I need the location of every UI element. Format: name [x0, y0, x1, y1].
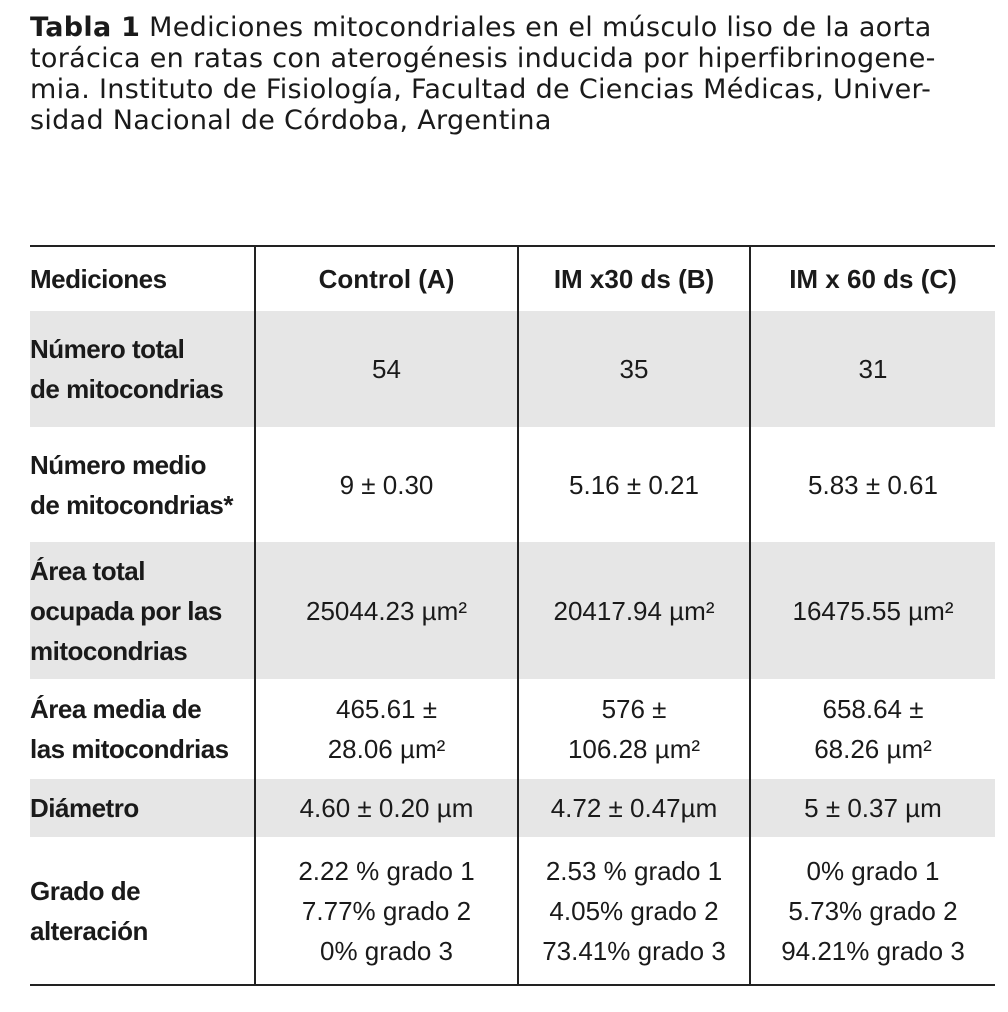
value-cell: 5.83 ± 0.61 [749, 427, 995, 542]
cell-line: Número total [30, 334, 185, 364]
cell-line: 658.64 ± [822, 694, 924, 724]
row-label: Grado de alteración [30, 837, 255, 985]
header-row: Mediciones Control (A) IM x30 ds (B) IM x 6… [30, 246, 995, 311]
value-cell: 5 ± 0.37 µm [749, 779, 995, 837]
cell-line: 25044.23 µm² [306, 595, 467, 626]
value-cell: 2.22 % grado 1 7.77% grado 2 0% grado 3 [254, 837, 518, 985]
table-row: Grado de alteración 2.22 % grado 1 7.77% gr… [30, 837, 995, 985]
caption-line: mia. Instituto de Fisiología, Facultad d… [30, 74, 932, 105]
cell-line: 5.73% grado 2 [788, 895, 958, 926]
cell-line: 5.83 ± 0.61 [808, 469, 938, 500]
row-label: Diámetro [30, 779, 255, 837]
caption-line: Tabla 1 Mediciones mitocondriales en el … [30, 12, 1005, 43]
row-label: Área media de las mitocondrias [30, 679, 255, 779]
header-cell: IM x 60 ds (C) [749, 246, 995, 311]
cell-line: 106.28 µm² [567, 734, 701, 764]
value-cell: 25044.23 µm² [254, 542, 518, 679]
cell-line: 0% grado 3 [320, 935, 453, 966]
cell-line: 9 ± 0.30 [339, 469, 434, 500]
value-cell: 658.64 ± 68.26 µm² [749, 679, 995, 779]
cell-line: 5 ± 0.37 µm [804, 793, 942, 823]
cell-line: 94.21% grado 3 [781, 935, 965, 966]
cell-line: 4.05% grado 2 [549, 895, 719, 926]
cell-line: 35 [619, 354, 649, 384]
table-row: Diámetro 4.60 ± 0.20 µm 4.72 ± 0.47µm 5 ± 0… [30, 779, 995, 837]
value-cell: 2.53 % grado 1 4.05% grado 2 73.41% grado … [517, 837, 750, 985]
cell-line: 73.41% grado 3 [542, 935, 726, 966]
cell-line: 5.16 ± 0.21 [569, 469, 699, 500]
value-cell: 465.61 ± 28.06 µm² [254, 679, 518, 779]
value-cell: 35 [517, 311, 750, 427]
row-label: Número medio de mitocondrias* [30, 427, 255, 542]
row-label: Número total de mitocondrias [30, 311, 255, 427]
row-label: Área total ocupada por las mitocondrias [30, 542, 255, 679]
cell-line: mitocondrias [30, 635, 188, 666]
caption-line: torácica en ratas con aterogénesis induc… [30, 43, 936, 74]
cell-line: 465.61 ± [335, 694, 438, 724]
cell-line: 7.77% grado 2 [301, 895, 472, 926]
value-cell: 31 [749, 311, 995, 427]
cell-line: 4.60 ± 0.20 µm [299, 793, 474, 823]
caption: Tabla 1 Mediciones mitocondriales en el … [30, 12, 1005, 136]
header-cell: Control (A) [254, 246, 518, 311]
cell-line: Diámetro [30, 793, 139, 823]
value-cell: 54 [254, 311, 518, 427]
value-cell: 9 ± 0.30 [254, 427, 518, 542]
cell-line: 68.26 µm² [814, 734, 932, 764]
cell-line: 2.22 % grado 1 [298, 855, 475, 886]
cell-line: 28.06 µm² [327, 734, 446, 764]
cell-line: ocupada por las [30, 595, 222, 626]
header-cell: IM x30 ds (B) [517, 246, 750, 311]
cell-line: Número medio [30, 449, 207, 480]
cell-line: 54 [372, 354, 401, 384]
cell-line: Área total [30, 555, 145, 586]
data-table: Mediciones Control (A) IM x30 ds (B) IM x 6… [30, 245, 995, 986]
table-row: Número total de mitocondrias 54 35 31 [30, 311, 995, 427]
value-cell: 16475.55 µm² [749, 542, 995, 679]
cell-line: 31 [858, 354, 888, 384]
caption-line: sidad Nacional de Córdoba, Argentina [30, 105, 552, 136]
cell-line: 4.72 ± 0.47µm [550, 793, 718, 823]
value-cell: 4.72 ± 0.47µm [517, 779, 750, 837]
table-row: Área media de las mitocondrias 465.61 ± 28.… [30, 679, 995, 779]
cell-line: de mitocondrias* [30, 489, 233, 520]
table-row: Área total ocupada por las mitocondrias 250… [30, 542, 995, 679]
table-body: Número total de mitocondrias 54 35 31 Número … [30, 311, 995, 985]
caption-label: Tabla 1 [30, 12, 141, 43]
value-cell: 5.16 ± 0.21 [517, 427, 750, 542]
value-cell: 0% grado 1 5.73% grado 2 94.21% grado 3 [749, 837, 995, 985]
value-cell: 4.60 ± 0.20 µm [254, 779, 518, 837]
value-cell: 576 ± 106.28 µm² [517, 679, 750, 779]
cell-line: alteración [30, 915, 148, 946]
header-cell: Mediciones [30, 264, 167, 294]
cell-line: 16475.55 µm² [792, 595, 954, 626]
cell-line: las mitocondrias [30, 734, 229, 764]
cell-line: 20417.94 µm² [553, 595, 715, 626]
cell-line: 0% grado 1 [806, 855, 940, 886]
table-row: Número medio de mitocondrias* 9 ± 0.30 5.16… [30, 427, 995, 542]
cell-line: 576 ± [601, 694, 667, 724]
cell-line: de mitocondrias [30, 374, 224, 404]
cell-line: 2.53 % grado 1 [545, 855, 723, 886]
cell-line: Área media de [30, 694, 202, 724]
value-cell: 20417.94 µm² [517, 542, 750, 679]
cell-line: Grado de [30, 875, 141, 906]
caption-text: Mediciones mitocondriales en el músculo … [149, 12, 932, 43]
